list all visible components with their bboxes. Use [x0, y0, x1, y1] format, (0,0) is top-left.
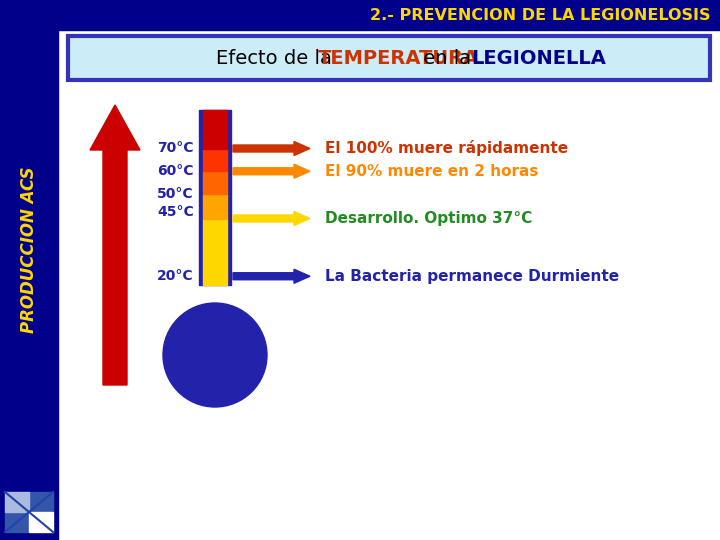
- FancyArrow shape: [90, 105, 140, 385]
- FancyArrow shape: [233, 269, 310, 284]
- Text: 20°C: 20°C: [158, 269, 194, 284]
- Bar: [58, 0, 720, 30]
- Text: Desarrollo. Optimo 37°C: Desarrollo. Optimo 37°C: [325, 211, 532, 226]
- Bar: [5, 512, 29, 532]
- FancyArrow shape: [233, 141, 310, 156]
- Bar: [203, 148, 227, 171]
- Bar: [203, 219, 227, 285]
- Bar: [0, 0, 58, 540]
- Bar: [5, 492, 29, 512]
- Bar: [5, 492, 53, 532]
- Text: TEMPERATURA: TEMPERATURA: [318, 49, 479, 68]
- Bar: [29, 512, 53, 532]
- Text: 45°C: 45°C: [157, 205, 194, 219]
- FancyArrow shape: [233, 212, 310, 226]
- Bar: [203, 171, 227, 194]
- Text: LEGIONELLA: LEGIONELLA: [472, 49, 606, 68]
- Bar: [29, 492, 53, 512]
- FancyBboxPatch shape: [68, 36, 710, 80]
- Text: 2.- PREVENCION DE LA LEGIONELOSIS: 2.- PREVENCION DE LA LEGIONELOSIS: [369, 9, 710, 24]
- FancyArrow shape: [233, 164, 310, 178]
- Text: en la: en la: [417, 49, 477, 68]
- Text: 60°C: 60°C: [158, 164, 194, 178]
- Text: 50°C: 50°C: [158, 187, 194, 201]
- Bar: [199, 110, 231, 285]
- Bar: [203, 110, 227, 148]
- Text: PRODUCCION ACS: PRODUCCION ACS: [20, 167, 38, 333]
- Text: El 100% muere rápidamente: El 100% muere rápidamente: [325, 140, 568, 157]
- Bar: [203, 194, 227, 219]
- Text: Efecto de la: Efecto de la: [217, 49, 338, 68]
- Text: 70°C: 70°C: [158, 141, 194, 156]
- Text: La Bacteria permanece Durmiente: La Bacteria permanece Durmiente: [325, 269, 619, 284]
- Circle shape: [163, 303, 267, 407]
- Text: El 90% muere en 2 horas: El 90% muere en 2 horas: [325, 164, 539, 179]
